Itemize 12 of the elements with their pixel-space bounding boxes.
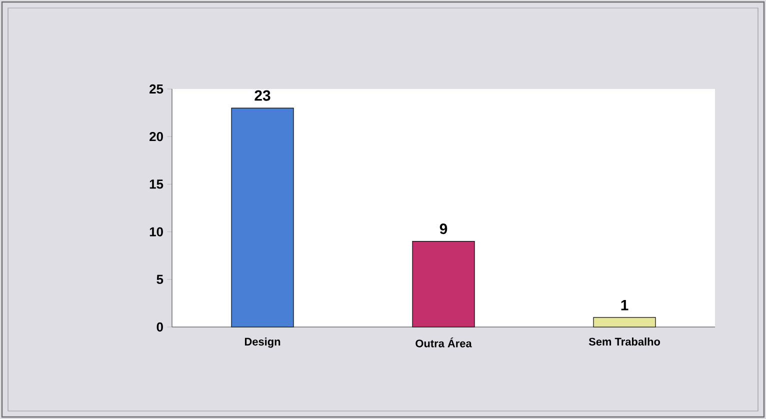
y-tick-label: 15: [150, 180, 164, 189]
data-label: 1: [621, 300, 628, 310]
data-label: 9: [440, 224, 448, 234]
x-tick-label: Design: [244, 338, 280, 348]
y-tick-label: 5: [156, 274, 164, 284]
y-tick-label: 25: [150, 84, 164, 94]
y-tick-label: 0: [156, 322, 163, 332]
data-label: 23: [254, 90, 270, 101]
x-tick-label: Outra Área: [416, 338, 472, 348]
x-tick-label: Sem Trabalho: [588, 338, 660, 346]
y-tick-label: 20: [150, 132, 163, 142]
y-tick-label: 10: [150, 227, 163, 236]
